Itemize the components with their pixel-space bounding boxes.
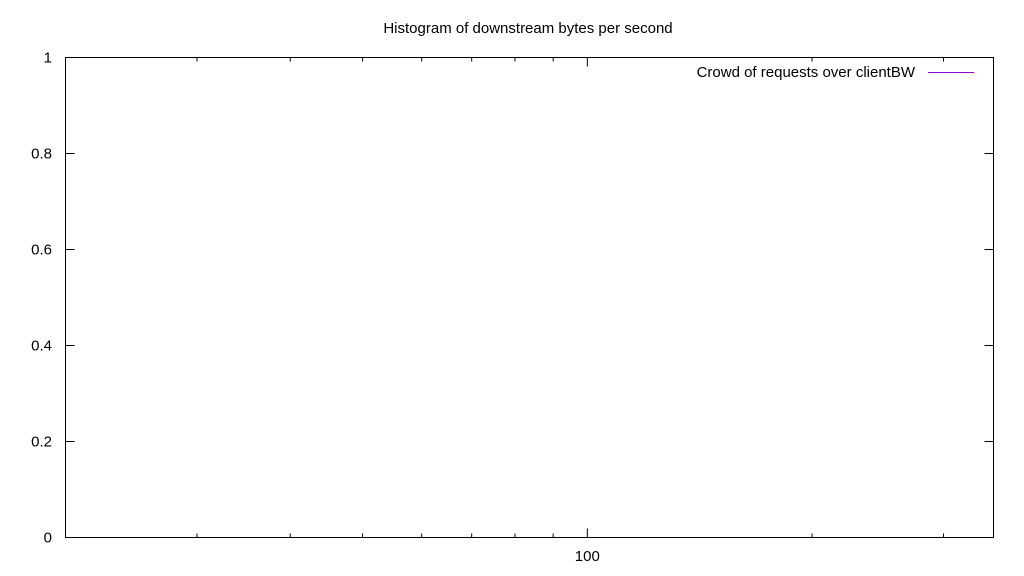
y-tick-label: 0	[44, 530, 52, 547]
plot-frame	[65, 57, 994, 538]
y-tick-label: 0.4	[31, 338, 52, 355]
y-axis: 0 0.2 0.4 0.6 0.8 1	[31, 50, 994, 547]
y-tick-label: 0.2	[31, 434, 52, 451]
y-tick-label: 1	[44, 50, 52, 67]
legend-label: Crowd of requests over clientBW	[697, 64, 916, 81]
legend: Crowd of requests over clientBW	[697, 64, 974, 81]
chart-title: Histogram of downstream bytes per second	[383, 20, 672, 37]
plot-area	[65, 57, 994, 538]
y-tick-label: 0.8	[31, 146, 52, 163]
y-tick-label: 0.6	[31, 242, 52, 259]
x-tick-label: 100	[575, 548, 600, 565]
x-axis: 100	[196, 57, 945, 565]
